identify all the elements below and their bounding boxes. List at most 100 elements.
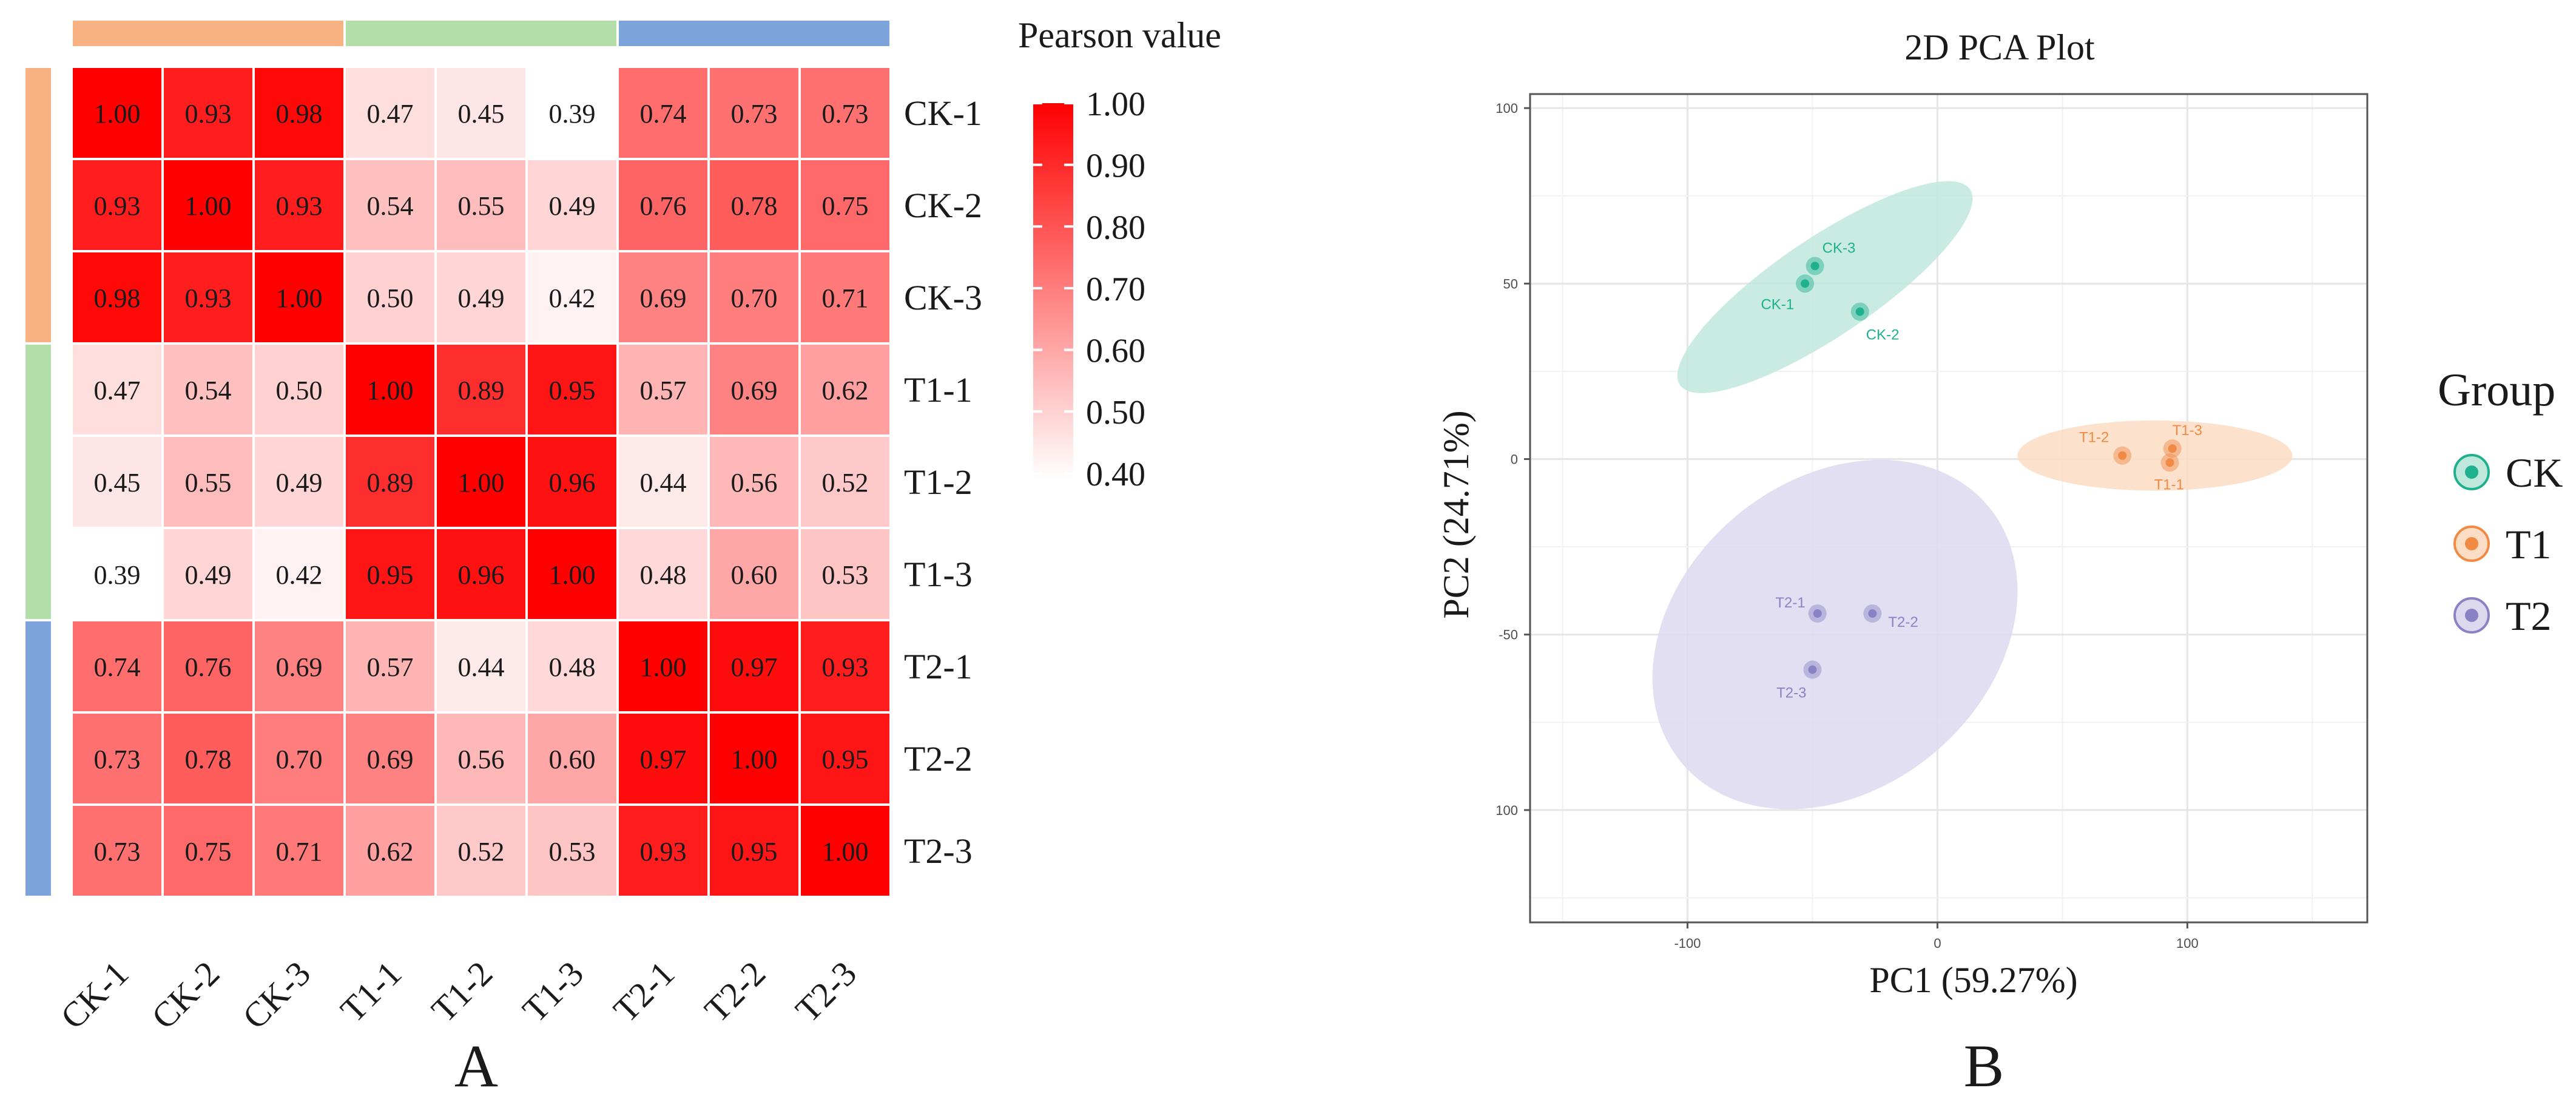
heatmap-cell [707,66,801,160]
pca-point [1868,609,1877,618]
row-label: T1-2 [904,462,973,502]
pca-point-label: CK-1 [1761,296,1794,313]
legend-label-t1: T1 [2506,521,2552,567]
heatmap-cell [525,711,619,806]
heatmap-value: 1.00 [640,652,687,682]
heatmap-value: 0.76 [640,191,687,221]
heatmap-cell [616,158,710,252]
panel-label-b: B [1964,1032,2004,1100]
colorbar-tick-label: 0.50 [1086,394,1145,431]
heatmap-value: 1.00 [276,283,323,313]
row-label: T2-3 [904,831,973,871]
pca-point [1810,262,1819,271]
heatmap-cell [434,711,528,806]
heatmap-cell [161,66,255,160]
heatmap-value: 1.00 [185,191,232,221]
legend-key-dot [2465,537,2478,550]
heatmap-value: 0.44 [458,652,505,682]
pca-point [1808,665,1817,674]
heatmap-cell [70,434,164,529]
colorbar-tick-label: 0.90 [1086,147,1145,185]
heatmap-cell [798,158,892,252]
heatmap-value: 0.89 [367,468,414,498]
heatmap-cell [70,527,164,621]
colorbar-tick-label: 1.00 [1086,86,1145,123]
heatmap-cell [616,711,710,806]
x-tick-label: 0 [1934,936,1941,951]
legend-label-t2: T2 [2506,593,2552,639]
heatmap-value: 0.42 [276,560,323,590]
heatmap-cell [252,250,346,345]
heatmap-cell [70,250,164,345]
heatmap-value: 0.75 [185,837,232,867]
colorbar-tick-label: 0.70 [1086,271,1145,308]
colorbar-tick-label: 0.80 [1086,209,1145,246]
heatmap-cell [343,434,437,529]
heatmap-cell [70,711,164,806]
pca-point-label: T2-1 [1775,595,1805,611]
heatmap-value: 0.42 [549,283,596,313]
heatmap-value: 0.57 [367,652,414,682]
x-tick-label: -100 [1674,936,1701,951]
ellipse-t1 [2017,420,2293,491]
heatmap-value: 0.53 [822,560,869,590]
colorbar: Pearson value 1.00 0.90 0.80 0.70 0.60 0.50 0.… [1018,15,1221,493]
legend-key-dot [2465,609,2478,622]
heatmap-value: 0.93 [185,99,232,129]
heatmap-cell [70,619,164,714]
heatmap-cell [434,250,528,345]
heatmap-cell [616,803,710,898]
row-labels: CK-1 CK-2 CK-3 T1-1 T1-2 T1-3 T2-1 T2-2 T2-3 [904,93,982,871]
group-bar-left-t1 [25,345,51,619]
heatmap-cell [252,711,346,806]
heatmap-cell [525,66,619,160]
heatmap-value: 0.78 [185,745,232,774]
heatmap-cell [798,803,892,898]
pca-ellipses [1652,181,2293,810]
pca-point [1855,307,1864,316]
heatmap-value: 0.95 [367,560,414,590]
heatmap-value: 0.93 [276,191,323,221]
y-tick-label: 0 [1511,452,1518,467]
heatmap-value: 0.49 [549,191,596,221]
heatmap-cell [70,803,164,898]
column-label: T1-1 [333,953,410,1030]
pca-point-label: CK-3 [1822,240,1856,256]
heatmap-value: 0.70 [731,283,778,313]
group-bar-left-t2 [25,621,51,896]
pca-x-axis-label: PC1 (59.27%) [1869,960,2077,1000]
pca-point [2165,458,2174,467]
group-bars-left [25,68,51,896]
pca-point-label: T2-3 [1776,685,1806,701]
heatmap-value: 0.74 [640,99,687,129]
pca-plot-border [1529,93,2369,924]
heatmap-value: 0.73 [731,99,778,129]
ellipse-ck [1677,181,1973,393]
heatmap-cell [252,158,346,252]
heatmap-cell [798,711,892,806]
pca-y-axis-label: PC2 (24.71%) [1436,410,1476,618]
heatmap-value: 1.00 [822,837,869,867]
group-bars-top [73,21,889,46]
heatmap-value: 0.39 [94,560,141,590]
column-label: T2-3 [788,953,865,1030]
ellipse-t2 [1652,459,2018,810]
heatmap-value: 0.95 [822,745,869,774]
pca-point-labels: CK-1 CK-2 CK-3 T1-1 T1-2 T1-3 T2-1 T2-2 T2-3 [1761,240,2202,701]
row-label: CK-3 [904,278,982,317]
heatmap-value: 0.54 [185,376,232,405]
column-label: T2-2 [697,953,774,1030]
heatmap-value: 0.50 [367,283,414,313]
heatmap-value: 0.48 [549,652,596,682]
heatmap-value: 0.39 [549,99,596,129]
heatmap-value: 0.55 [458,191,505,221]
heatmap-cell [616,619,710,714]
heatmap-cell [798,527,892,621]
heatmap-value: 0.69 [276,652,323,682]
heatmap-value: 0.97 [731,652,778,682]
heatmap-value: 0.47 [367,99,414,129]
heatmap-values: 1.00 0.93 0.98 0.47 0.45 0.39 0.74 0.73 0.73 0.93… [94,99,869,867]
pca-y-ticks: 100 50 0 -50 100 [1495,101,1530,818]
row-label: CK-2 [904,186,982,225]
legend-key-dot [2465,465,2478,479]
